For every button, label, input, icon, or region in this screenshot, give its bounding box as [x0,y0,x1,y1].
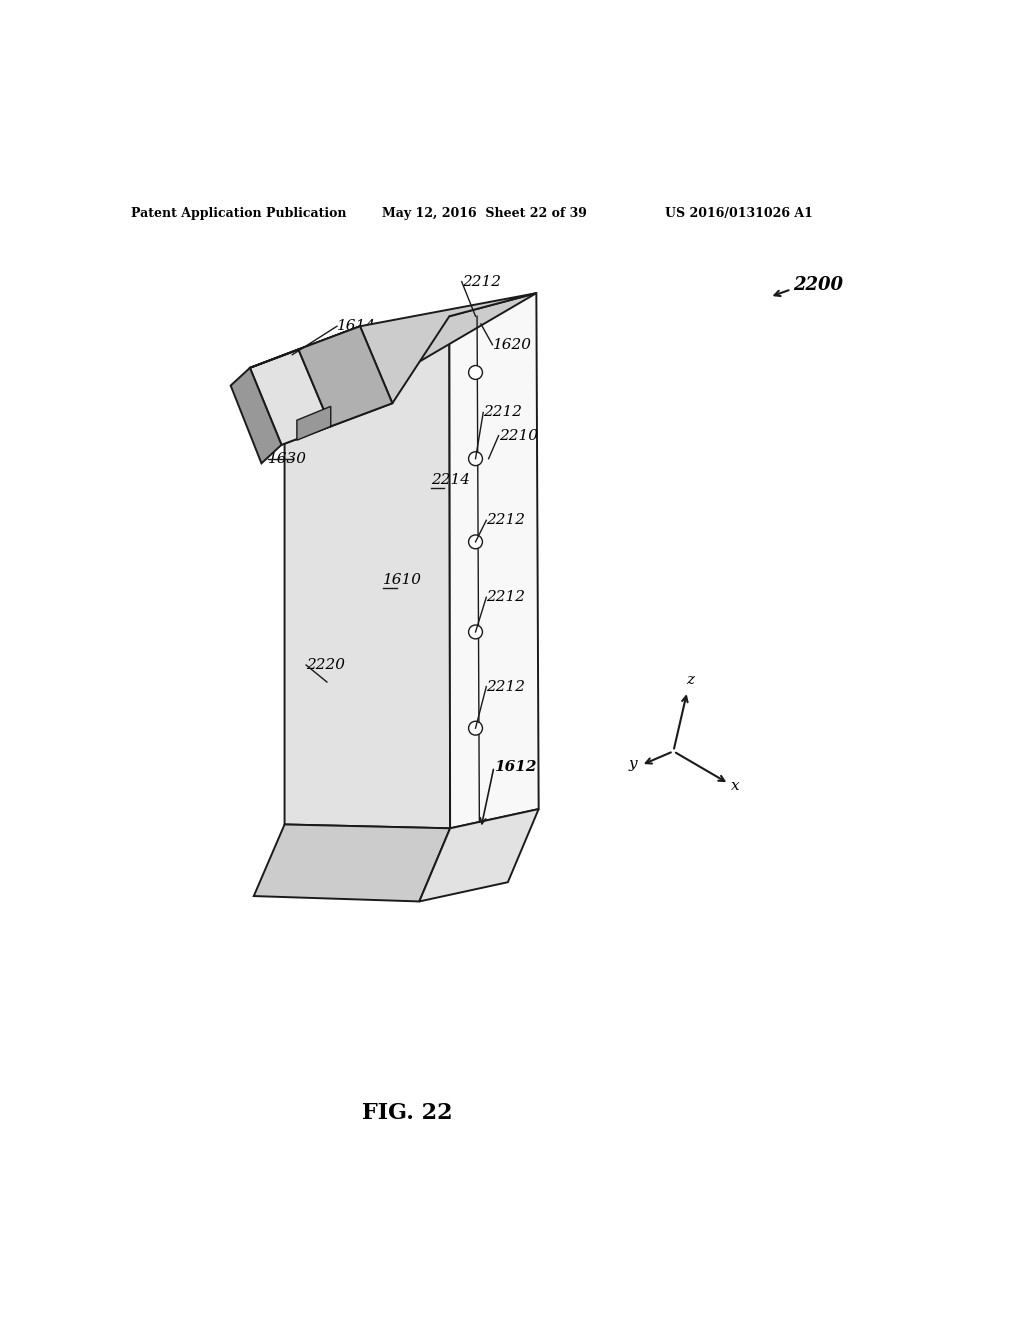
Polygon shape [450,293,539,829]
Circle shape [469,721,482,735]
Polygon shape [254,825,451,902]
Text: 2212: 2212 [486,590,525,605]
Text: May 12, 2016  Sheet 22 of 39: May 12, 2016 Sheet 22 of 39 [382,207,587,220]
Text: 1630: 1630 [267,451,306,466]
Text: 1620: 1620 [493,338,531,351]
Text: 1610: 1610 [383,573,422,587]
Polygon shape [230,368,282,463]
Circle shape [469,626,482,639]
Text: US 2016/0131026 A1: US 2016/0131026 A1 [665,207,813,220]
Text: y: y [629,758,638,771]
Polygon shape [250,350,331,445]
Circle shape [469,535,482,549]
Text: z: z [686,673,694,686]
Text: FIG. 22: FIG. 22 [362,1102,453,1125]
Text: 1614: 1614 [337,319,376,333]
Polygon shape [297,407,331,441]
Circle shape [469,366,482,379]
Polygon shape [419,809,539,902]
Polygon shape [360,293,537,404]
Text: 2212: 2212 [486,513,525,527]
Polygon shape [285,293,537,416]
Polygon shape [298,326,392,426]
Text: 2212: 2212 [462,275,501,289]
Polygon shape [282,404,392,445]
Text: 2214: 2214 [431,474,470,487]
Text: 1612: 1612 [494,760,537,774]
Text: Patent Application Publication: Patent Application Publication [131,207,346,220]
Circle shape [469,451,482,466]
Text: 2212: 2212 [486,680,525,693]
Text: 2212: 2212 [483,405,522,420]
Polygon shape [285,317,451,829]
Text: 2200: 2200 [793,276,843,294]
Polygon shape [250,326,360,368]
Text: x: x [731,779,739,793]
Text: 2220: 2220 [306,659,345,672]
Text: 2210: 2210 [499,429,538,442]
